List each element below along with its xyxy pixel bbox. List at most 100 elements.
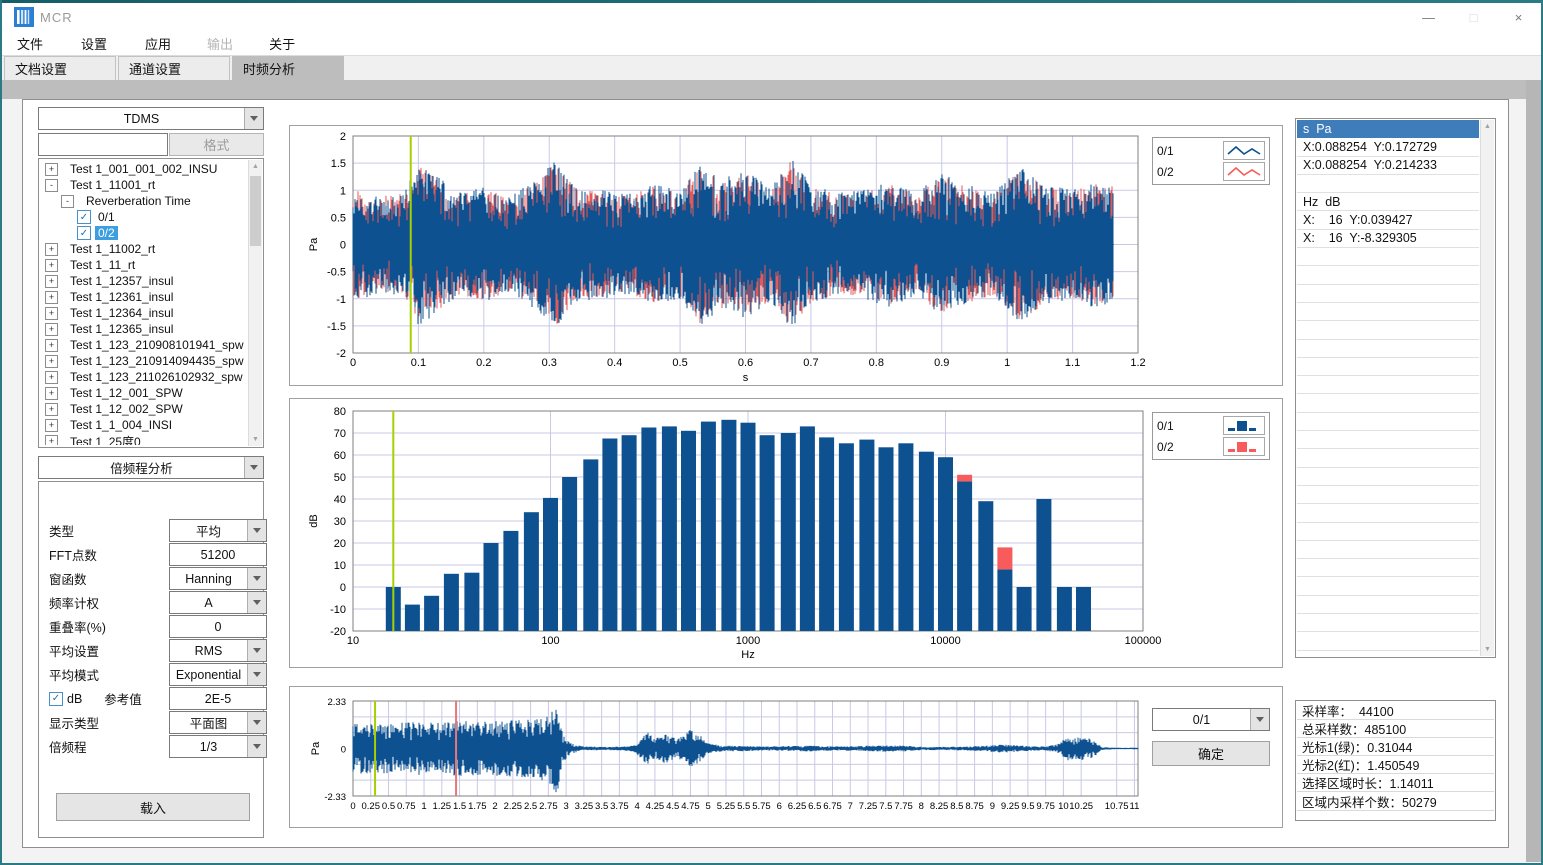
readout-row[interactable]	[1297, 541, 1479, 560]
tree-item-label[interactable]: Test 1_11001_rt	[70, 178, 156, 192]
tree-expander-icon[interactable]: -	[61, 194, 74, 208]
tree-expander-icon[interactable]: +	[45, 274, 58, 288]
param-select[interactable]: 平面图	[169, 711, 267, 734]
analysis-type-select[interactable]: 倍频程分析	[38, 456, 264, 479]
tree-item-label[interactable]: Test 1_25度0	[70, 434, 141, 446]
format-button[interactable]: 格式	[169, 133, 264, 156]
readout-row[interactable]: X: 16 Y:-8.329305	[1297, 230, 1479, 249]
tree-item-label[interactable]: Test 1_12_001_SPW	[70, 386, 183, 400]
tree-item[interactable]: + Test 1_123_210908101941_spw	[41, 337, 247, 353]
menu-item-settings[interactable]: 设置	[81, 36, 108, 52]
legend-item[interactable]: 0/2	[1157, 161, 1265, 182]
readout-row[interactable]	[1297, 577, 1479, 596]
legend-item[interactable]: 0/1	[1157, 415, 1265, 436]
param-select[interactable]: 平均	[169, 519, 267, 542]
legend-item[interactable]: 0/2	[1157, 436, 1265, 457]
chevron-down-icon[interactable]	[247, 664, 266, 685]
menu-item-about[interactable]: 关于	[269, 36, 296, 52]
tree-expander-icon[interactable]: +	[45, 386, 58, 400]
tree-expander-icon[interactable]: +	[45, 322, 58, 336]
readout-row[interactable]	[1297, 266, 1479, 285]
tree-item-label[interactable]: Reverberation Time	[86, 194, 191, 208]
tree-checkbox[interactable]: ✓	[77, 226, 91, 240]
readout-row[interactable]	[1297, 413, 1479, 432]
readout-row[interactable]	[1297, 486, 1479, 505]
readout-row[interactable]	[1297, 394, 1479, 413]
tree-expander-icon[interactable]: +	[45, 370, 58, 384]
tree-item-label[interactable]: Test 1_123_210914094435_spw	[70, 354, 244, 368]
tree-item-label[interactable]: Test 1_12365_insul	[70, 322, 174, 336]
readout-row[interactable]	[1297, 468, 1479, 486]
tree-item[interactable]: + Test 1_1_004_INSI	[41, 417, 247, 433]
legend-item[interactable]: 0/1	[1157, 140, 1265, 161]
readout-row[interactable]	[1297, 358, 1479, 377]
chevron-down-icon[interactable]	[1250, 709, 1269, 730]
readout-row[interactable]: s Pa	[1297, 120, 1479, 139]
tree-item-label[interactable]: Test 1_1_004_INSI	[70, 418, 173, 432]
readout-row[interactable]	[1297, 303, 1479, 322]
readout-row[interactable]	[1297, 614, 1479, 633]
scroll-up-icon[interactable]: ▲	[252, 163, 259, 170]
tree-item-label[interactable]: Test 1_11_rt	[70, 258, 136, 272]
tree-item[interactable]: + Test 1_25度0	[41, 433, 247, 445]
param-select[interactable]: Exponential	[169, 663, 267, 686]
load-button[interactable]: 载入	[56, 793, 250, 821]
page-scrollbar[interactable]	[1526, 80, 1541, 862]
tree-item[interactable]: + Test 1_123_210914094435_spw	[41, 353, 247, 369]
param-input[interactable]: 0	[169, 615, 267, 638]
file-filter-input[interactable]	[38, 133, 168, 156]
param-input[interactable]: 2E-5	[169, 687, 267, 710]
scroll-up-icon[interactable]: ▲	[1484, 123, 1491, 130]
tree-item[interactable]: + Test 1_12357_insul	[41, 273, 247, 289]
readout-row[interactable]: X: 16 Y:0.039427	[1297, 211, 1479, 230]
tree-item[interactable]: + Test 1_12_001_SPW	[41, 385, 247, 401]
tree-item[interactable]: + Test 1_11002_rt	[41, 241, 247, 257]
readout-row[interactable]	[1297, 651, 1479, 656]
readout-row[interactable]	[1297, 596, 1479, 615]
tree-expander-icon[interactable]: +	[45, 258, 58, 272]
chevron-down-icon[interactable]	[244, 108, 263, 129]
tree-expander-icon[interactable]: +	[45, 290, 58, 304]
chevron-down-icon[interactable]	[247, 736, 266, 757]
tree-item[interactable]: ✓ 0/1	[41, 209, 247, 225]
param-select[interactable]: 1/3	[169, 735, 267, 758]
readout-row[interactable]	[1297, 504, 1479, 523]
readout-row[interactable]	[1297, 285, 1479, 303]
tree-scrollbar-thumb[interactable]	[250, 176, 261, 246]
readout-row[interactable]	[1297, 376, 1479, 395]
tree-checkbox[interactable]: ✓	[77, 210, 91, 224]
tab-document-settings[interactable]: 文档设置	[4, 56, 116, 80]
db-checkbox[interactable]: ✓	[49, 691, 63, 706]
overview-waveform-chart[interactable]: 0 0.25 0.5 0.75 1 1.25 1.5 1.75 2 2.25 2.5 2.75 3 3.2…	[290, 687, 1282, 827]
readout-row[interactable]	[1297, 449, 1479, 468]
tree-item-label[interactable]: Test 1_001_001_002_INSU	[70, 162, 218, 176]
menu-item-application[interactable]: 应用	[145, 36, 172, 52]
tree-expander-icon[interactable]: +	[45, 162, 58, 176]
readout-row[interactable]: X:0.088254 Y:0.172729	[1297, 138, 1479, 157]
chevron-down-icon[interactable]	[247, 568, 266, 589]
param-select[interactable]: RMS	[169, 639, 267, 662]
chevron-down-icon[interactable]	[247, 592, 266, 613]
tree-item-label[interactable]: 0/2	[95, 226, 118, 240]
tree-item-label[interactable]: Test 1_11002_rt	[70, 242, 156, 256]
readout-row[interactable]	[1297, 340, 1479, 358]
tree-expander-icon[interactable]: +	[45, 402, 58, 416]
readout-row[interactable]	[1297, 523, 1479, 541]
tree-item[interactable]: + Test 1_12365_insul	[41, 321, 247, 337]
tree-item[interactable]: + Test 1_001_001_002_INSU	[41, 161, 247, 177]
param-select[interactable]: Hanning	[169, 567, 267, 590]
tree-item[interactable]: + Test 1_12364_insul	[41, 305, 247, 321]
time-waveform-chart[interactable]: 0 0.1 0.2 0.3 0.4 0.5 0.6 0.7 0.8 0.9 1 1.1 1.2 -2 -1.…	[290, 126, 1282, 385]
tree-item-label[interactable]: Test 1_12361_insul	[70, 290, 174, 304]
tree-expander-icon[interactable]: +	[45, 338, 58, 352]
readout-row[interactable]	[1297, 632, 1479, 651]
chevron-down-icon[interactable]	[247, 640, 266, 661]
param-input[interactable]: 51200	[169, 543, 267, 566]
tree-item-label[interactable]: Test 1_123_211026102932_spw	[70, 370, 243, 384]
tree-scrollbar[interactable]: ▲ ▼	[248, 160, 262, 446]
tab-time-frequency-analysis[interactable]: 时频分析	[232, 56, 344, 80]
readout-row[interactable]	[1297, 559, 1479, 578]
readout-row[interactable]	[1297, 248, 1479, 267]
tree-expander-icon[interactable]: -	[45, 178, 58, 192]
menu-item-file[interactable]: 文件	[17, 36, 44, 52]
